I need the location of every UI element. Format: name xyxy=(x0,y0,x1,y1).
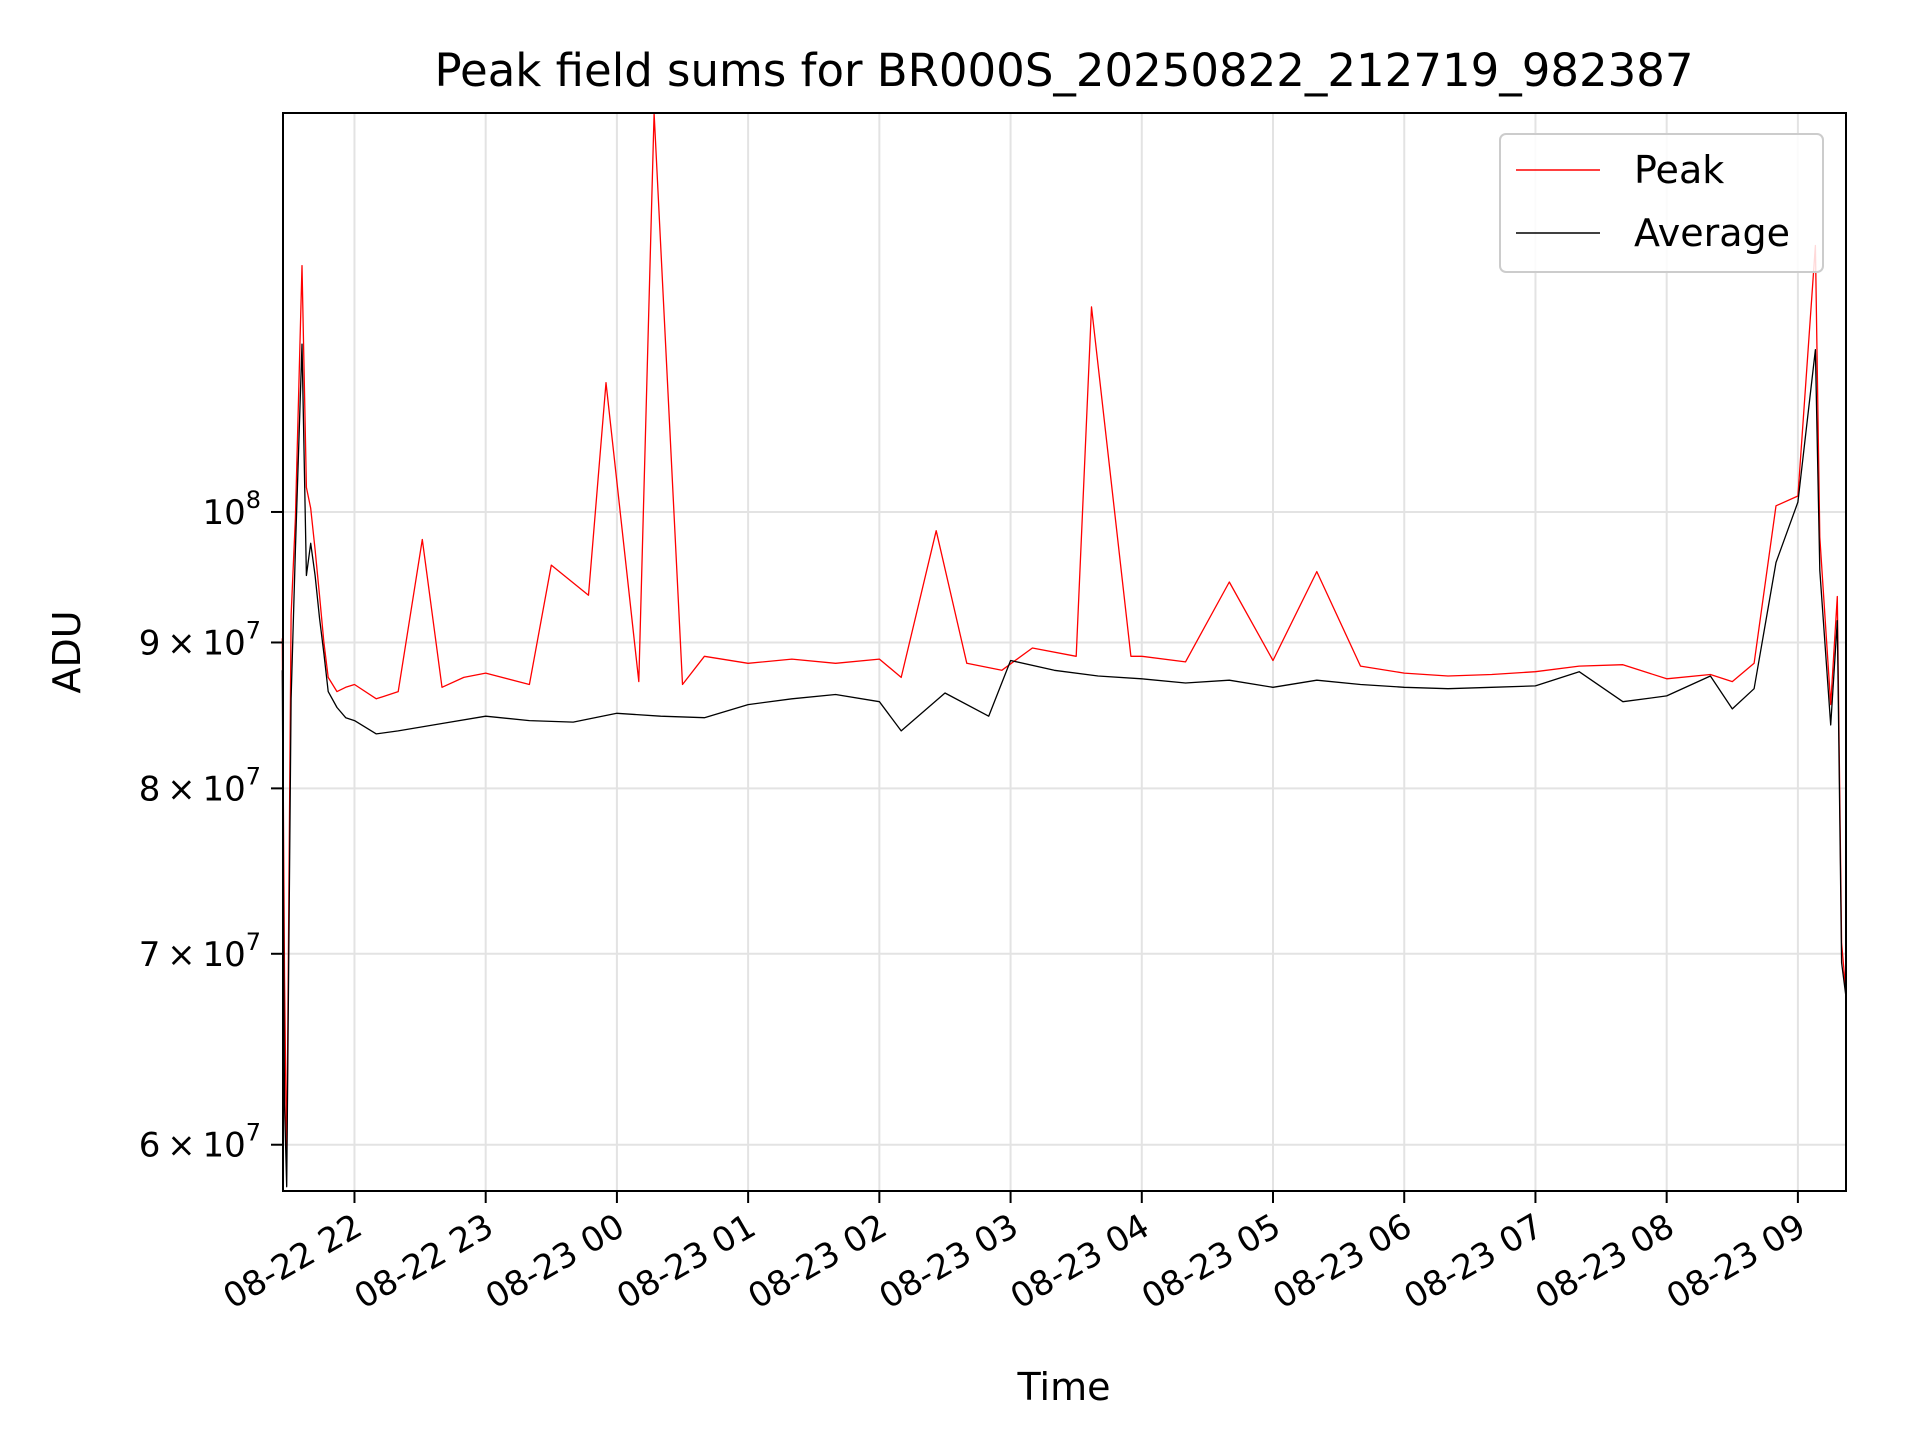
series-line-peak xyxy=(281,112,1847,1167)
y-axis-label: ADU xyxy=(45,610,89,693)
x-axis-label: Time xyxy=(1017,1365,1111,1409)
y-tick-label: 8 × 107 xyxy=(139,762,261,809)
y-tick-label: 108 xyxy=(202,486,261,533)
series-layer xyxy=(281,112,1847,1188)
series-line-average xyxy=(281,343,1847,1188)
grid-lines xyxy=(283,113,1846,1191)
legend-label-peak: Peak xyxy=(1634,148,1724,192)
y-tick-label: 6 × 107 xyxy=(139,1119,261,1166)
legend-label-average: Average xyxy=(1634,211,1790,255)
legend-box xyxy=(1499,133,1824,273)
plot-frame xyxy=(282,112,1847,1192)
y-axis: 6 × 107 7 × 107 8 × 107 9 × 107 108 xyxy=(139,486,283,1166)
y-tick-label: 7 × 107 xyxy=(139,928,261,975)
legend: Peak Average xyxy=(1499,133,1824,273)
chart-title: Peak field sums for BR000S_20250822_2127… xyxy=(435,44,1694,97)
y-tick-label: 9 × 107 xyxy=(139,616,261,663)
